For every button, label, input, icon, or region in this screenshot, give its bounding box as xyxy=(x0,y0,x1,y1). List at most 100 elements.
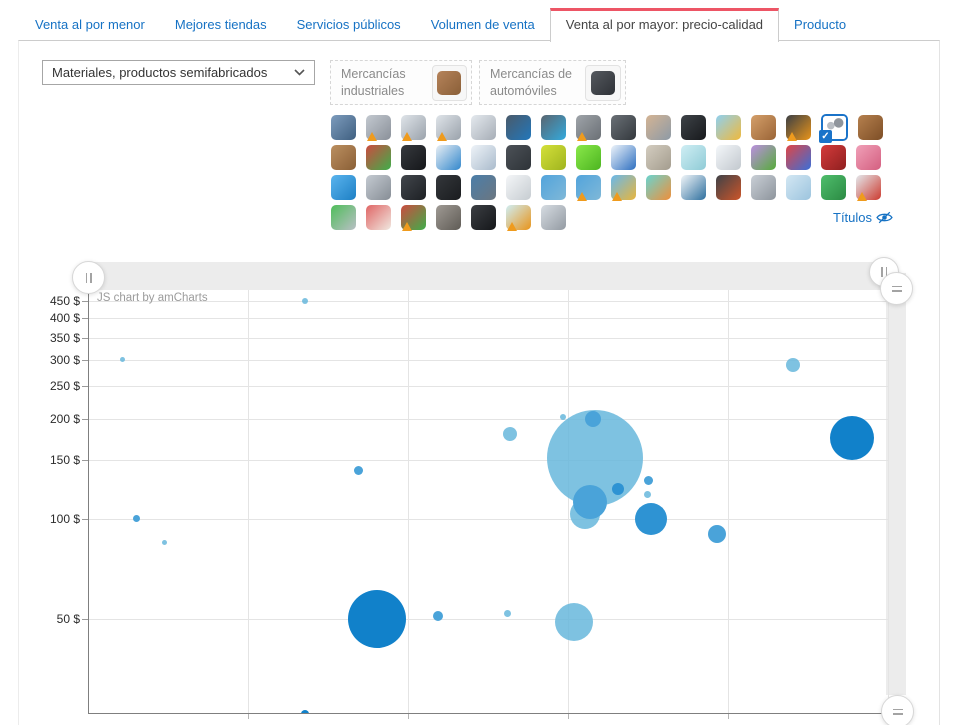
propeller-icon[interactable] xyxy=(506,144,531,170)
data-bubble[interactable] xyxy=(433,611,444,622)
hand-ring-icon[interactable] xyxy=(471,204,496,230)
data-bubble[interactable] xyxy=(301,298,308,305)
flask-yellow-icon[interactable] xyxy=(541,144,566,170)
sand-pile-icon[interactable] xyxy=(331,144,356,170)
tab-volumen-de-venta[interactable]: Volumen de venta xyxy=(430,17,535,32)
group-button-industrial[interactable]: Mercancías industriales xyxy=(330,60,472,105)
glass-panes-icon[interactable] xyxy=(681,144,706,170)
vscroll-top-grip[interactable] xyxy=(880,272,913,305)
camera-motor-icon[interactable] xyxy=(471,174,496,200)
control-panel-icon[interactable] xyxy=(541,114,566,140)
data-bubble[interactable] xyxy=(643,476,653,486)
wire-coil-icon[interactable] xyxy=(366,204,391,230)
microchip-icon[interactable] xyxy=(786,114,811,141)
paper-roll-icon[interactable] xyxy=(506,174,531,200)
steel-angles-2-icon[interactable] xyxy=(471,114,496,140)
h-gridline xyxy=(89,386,888,388)
steel-profiles-icon[interactable] xyxy=(401,114,426,141)
fabric-stack-icon[interactable] xyxy=(786,174,811,200)
tab-venta-al-por-menor[interactable]: Venta al por menor xyxy=(35,17,145,32)
ball-valve-2-icon[interactable] xyxy=(576,174,601,201)
mineral-rock-icon[interactable] xyxy=(436,204,461,230)
boat-hull-icon[interactable] xyxy=(681,174,706,200)
steel-angles-icon[interactable] xyxy=(436,114,461,141)
rubber-roll-icon[interactable] xyxy=(681,114,706,140)
data-bubble[interactable] xyxy=(560,414,567,421)
data-bubble[interactable] xyxy=(503,609,511,617)
v-gridline xyxy=(248,290,249,713)
tab-venta-al-por-mayor-precio-calidad[interactable]: Venta al por mayor: precio-calidad xyxy=(549,8,780,42)
glass-sheets-icon[interactable] xyxy=(506,204,531,231)
growth-curve-icon[interactable] xyxy=(646,174,671,200)
flower-icon[interactable] xyxy=(751,144,776,170)
paint-cans-icon[interactable] xyxy=(366,144,391,170)
chart-vertical-scrollbar[interactable] xyxy=(886,273,906,695)
y-axis-label: 200 $ xyxy=(49,411,80,426)
microchip-black-icon[interactable] xyxy=(401,144,426,170)
artillery-shell-icon[interactable] xyxy=(646,114,671,140)
felt-boot-icon[interactable] xyxy=(821,144,846,170)
steel-rolls-icon[interactable] xyxy=(751,174,776,200)
sail-part-icon[interactable] xyxy=(471,144,496,170)
data-bubble[interactable] xyxy=(162,539,168,545)
data-bubble[interactable] xyxy=(785,357,800,372)
data-bubble[interactable] xyxy=(573,485,608,520)
radial-engine-icon[interactable] xyxy=(436,174,461,200)
green-roll-icon[interactable] xyxy=(821,174,846,200)
tab-mejores-tiendas[interactable]: Mejores tiendas xyxy=(174,17,267,32)
aircraft-wing-icon[interactable] xyxy=(436,144,461,170)
timber-sticks-icon[interactable] xyxy=(751,114,776,140)
data-bubble[interactable] xyxy=(555,602,594,641)
metal-funnel-icon[interactable] xyxy=(541,204,566,230)
data-bubble[interactable] xyxy=(503,426,518,441)
cable-spool-icon[interactable] xyxy=(856,174,881,201)
pin-cushion-icon[interactable] xyxy=(856,144,881,170)
data-bubble[interactable] xyxy=(612,482,625,495)
data-bubble[interactable] xyxy=(830,415,874,460)
vscroll-bottom-grip[interactable] xyxy=(881,695,914,725)
leather-hide-icon[interactable] xyxy=(858,114,883,140)
data-bubble[interactable] xyxy=(300,709,309,713)
bottle-green-icon[interactable] xyxy=(576,144,601,170)
y-axis-label: 250 $ xyxy=(49,379,80,394)
chemical-flask-icon[interactable] xyxy=(716,114,741,140)
hscroll-left-grip[interactable] xyxy=(72,261,105,294)
paint-cans-2-icon[interactable] xyxy=(401,204,426,231)
eye-slash-icon xyxy=(876,211,893,224)
ore-stones-icon[interactable] xyxy=(576,114,601,141)
data-bubble[interactable] xyxy=(133,515,141,523)
chip-module-icon[interactable] xyxy=(401,174,426,200)
recycling-icon[interactable] xyxy=(331,204,356,230)
lab-flask-icon[interactable] xyxy=(611,174,636,201)
h-gridline xyxy=(89,518,888,520)
group-button-automotive[interactable]: Mercancías de automóviles xyxy=(479,60,626,105)
hardware-parts-icon[interactable]: ✓ xyxy=(819,113,848,143)
data-bubble[interactable] xyxy=(347,590,406,648)
detergent-bottle-icon[interactable] xyxy=(611,144,636,170)
material-category-select[interactable]: Materiales, productos semifabricados xyxy=(42,60,315,85)
data-bubble[interactable] xyxy=(119,357,125,363)
mirror-icon[interactable] xyxy=(716,144,741,170)
water-pump-icon[interactable] xyxy=(506,114,531,140)
led-diode-icon[interactable] xyxy=(331,174,356,200)
concrete-blocks-icon[interactable] xyxy=(646,144,671,170)
tab-servicios-p-blicos[interactable]: Servicios públicos xyxy=(296,17,401,32)
ball-valve-icon[interactable] xyxy=(541,174,566,200)
molecule-model-icon[interactable] xyxy=(786,144,811,170)
electric-motor-icon[interactable] xyxy=(331,114,356,140)
steel-sheets-icon[interactable] xyxy=(366,114,391,141)
titles-toggle-link[interactable]: Títulos xyxy=(833,210,893,225)
circuit-board-icon[interactable] xyxy=(716,174,741,200)
data-bubble[interactable] xyxy=(584,410,601,427)
data-bubble[interactable] xyxy=(635,502,668,535)
data-bubble[interactable] xyxy=(353,465,363,475)
data-bubble[interactable] xyxy=(643,491,651,499)
metal-ingot-icon[interactable] xyxy=(366,174,391,200)
tab-producto[interactable]: Producto xyxy=(794,17,847,32)
y-axis-label: 50 $ xyxy=(56,612,80,626)
data-bubble[interactable] xyxy=(707,524,726,543)
chart-horizontal-scrollbar[interactable] xyxy=(88,262,888,290)
wire-mesh-ball-icon[interactable] xyxy=(611,114,636,140)
y-axis-label: 400 $ xyxy=(49,311,80,326)
h-gridline xyxy=(89,301,888,303)
